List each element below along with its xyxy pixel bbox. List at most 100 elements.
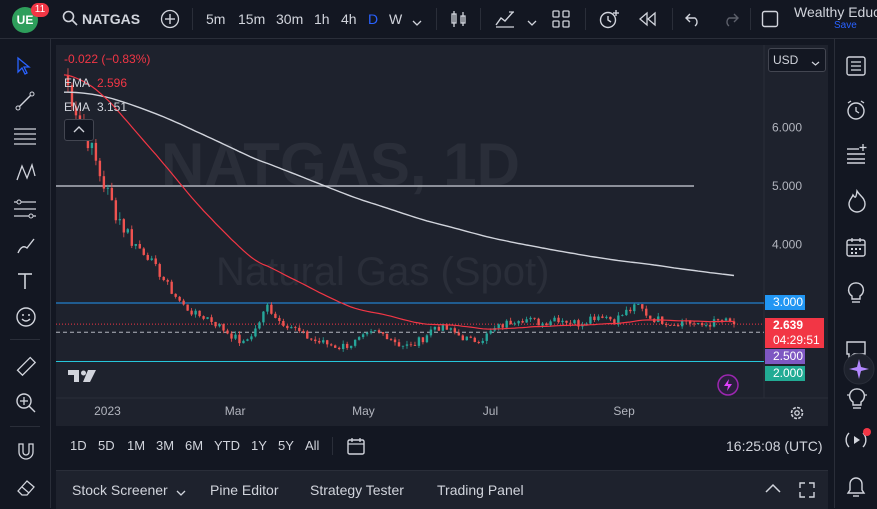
candle-body — [429, 329, 433, 336]
drawing-toolbar — [0, 39, 51, 508]
range-5y[interactable]: 5Y — [278, 438, 294, 453]
settings-gear-icon[interactable] — [789, 405, 805, 424]
candle-body — [445, 324, 449, 330]
indicators-icon[interactable] — [494, 9, 516, 32]
candle-body — [210, 317, 213, 322]
undo-icon[interactable] — [684, 11, 702, 30]
horizontal-lines-icon[interactable] — [14, 127, 36, 148]
lightning-icon[interactable] — [717, 374, 739, 399]
candle-body — [537, 318, 540, 326]
candle-body — [238, 334, 241, 344]
range-1y[interactable]: 1Y — [251, 438, 267, 453]
candle-body — [122, 219, 126, 233]
zoom-in-icon[interactable] — [15, 392, 37, 417]
alert-clock-icon[interactable] — [598, 8, 620, 33]
candle-body — [298, 327, 301, 332]
emoji-icon[interactable] — [15, 306, 37, 331]
candle-body — [341, 343, 345, 350]
time-axis-label: Mar — [225, 404, 246, 418]
tab-strategy-tester[interactable]: Strategy Tester — [310, 482, 404, 498]
tab-pine-editor[interactable]: Pine Editor — [210, 482, 279, 498]
chevron-up-icon[interactable] — [764, 482, 782, 499]
fib-icon[interactable] — [14, 199, 36, 222]
candle-body — [170, 281, 173, 294]
timeframe-w[interactable]: W — [389, 11, 403, 27]
watchlist-icon[interactable] — [845, 55, 867, 80]
tab-stock-screener[interactable]: Stock Screener — [72, 482, 168, 498]
utc-clock[interactable]: 16:25:08 (UTC) — [726, 438, 823, 454]
date-range-icon[interactable] — [346, 436, 366, 459]
candle-body — [633, 304, 636, 312]
timeframe-4h[interactable]: 4h — [341, 11, 357, 27]
alarm-clock-icon[interactable] — [845, 99, 867, 124]
tab-trading-panel[interactable]: Trading Panel — [437, 482, 524, 498]
candle-body — [405, 344, 409, 346]
candle-body — [597, 316, 600, 321]
redo-icon[interactable] — [722, 11, 740, 30]
ruler-icon[interactable] — [15, 355, 37, 380]
timeframe-30m[interactable]: 30m — [276, 11, 304, 27]
timeframe-1h[interactable]: 1h — [314, 11, 330, 27]
maximize-panel-icon[interactable] — [798, 481, 816, 502]
candle-body — [425, 335, 429, 343]
range-1d[interactable]: 1D — [70, 438, 87, 453]
eraser-icon[interactable] — [15, 477, 37, 500]
replay-icon[interactable] — [638, 11, 658, 30]
magnet-icon[interactable] — [16, 441, 36, 464]
range-5d[interactable]: 5D — [98, 438, 115, 453]
search-icon[interactable] — [62, 10, 78, 29]
currency-select[interactable]: USD — [768, 48, 826, 72]
candle-body — [716, 319, 720, 321]
candle-body — [724, 318, 728, 321]
chevron-down-icon[interactable] — [176, 485, 186, 500]
pattern-icon[interactable] — [15, 162, 37, 187]
fullscreen-icon[interactable] — [761, 10, 779, 31]
candle-body — [641, 304, 644, 309]
layout-grid-icon[interactable] — [552, 10, 570, 31]
candle-body — [672, 325, 676, 326]
range-1m[interactable]: 1M — [127, 438, 146, 453]
cursor-icon[interactable] — [15, 56, 33, 79]
range-ytd[interactable]: YTD — [214, 438, 240, 453]
trend-line-icon[interactable] — [15, 91, 35, 114]
calendar-icon[interactable] — [845, 236, 867, 261]
save-link[interactable]: Save — [834, 20, 857, 31]
candle-body — [696, 323, 700, 325]
candle-body — [349, 345, 353, 348]
candle-body — [517, 321, 520, 324]
timeframe-d[interactable]: D — [368, 11, 379, 27]
candle-body — [585, 323, 588, 325]
candle-body — [541, 323, 544, 326]
candle-body — [389, 339, 393, 340]
timeframe-15m[interactable]: 15m — [238, 11, 266, 27]
range-6m[interactable]: 6M — [185, 438, 204, 453]
ideas-bulb-icon[interactable] — [846, 281, 866, 308]
symbol-search[interactable]: NATGAS — [82, 11, 141, 27]
data-window-icon[interactable] — [845, 143, 867, 168]
signals-bulb-icon[interactable] — [845, 385, 869, 414]
text-icon[interactable] — [16, 271, 34, 294]
chart-pane[interactable]: NATGAS, 1D Natural Gas (Spot) 6.000 5.000… — [56, 45, 828, 426]
ema-slow-label[interactable]: EMA — [64, 100, 91, 114]
notifications-bell-icon[interactable] — [845, 475, 867, 502]
candle-body — [310, 338, 313, 340]
add-symbol-icon[interactable] — [160, 9, 180, 32]
ai-sparkle-icon[interactable] — [843, 353, 875, 388]
candle-body — [369, 331, 373, 333]
chevron-down-icon[interactable] — [412, 15, 422, 30]
streams-icon[interactable] — [843, 427, 871, 456]
range-3m[interactable]: 3M — [156, 438, 175, 453]
range-all[interactable]: All — [305, 438, 320, 453]
candle-body — [657, 316, 660, 323]
ema-fast-label[interactable]: EMA — [64, 76, 91, 90]
time-axis-label: May — [352, 404, 375, 418]
candles-icon[interactable] — [449, 9, 469, 32]
chevron-down-icon[interactable] — [527, 15, 537, 30]
hotlist-fire-icon[interactable] — [846, 188, 868, 216]
chart-canvas[interactable]: NATGAS, 1D Natural Gas (Spot) 6.000 5.000… — [56, 45, 828, 426]
account-name[interactable]: Wealthy Educ — [794, 4, 877, 20]
candle-body — [230, 333, 233, 339]
collapse-legend-button[interactable] — [64, 119, 94, 141]
timeframe-5m[interactable]: 5m — [206, 11, 226, 27]
brush-icon[interactable] — [15, 236, 37, 259]
